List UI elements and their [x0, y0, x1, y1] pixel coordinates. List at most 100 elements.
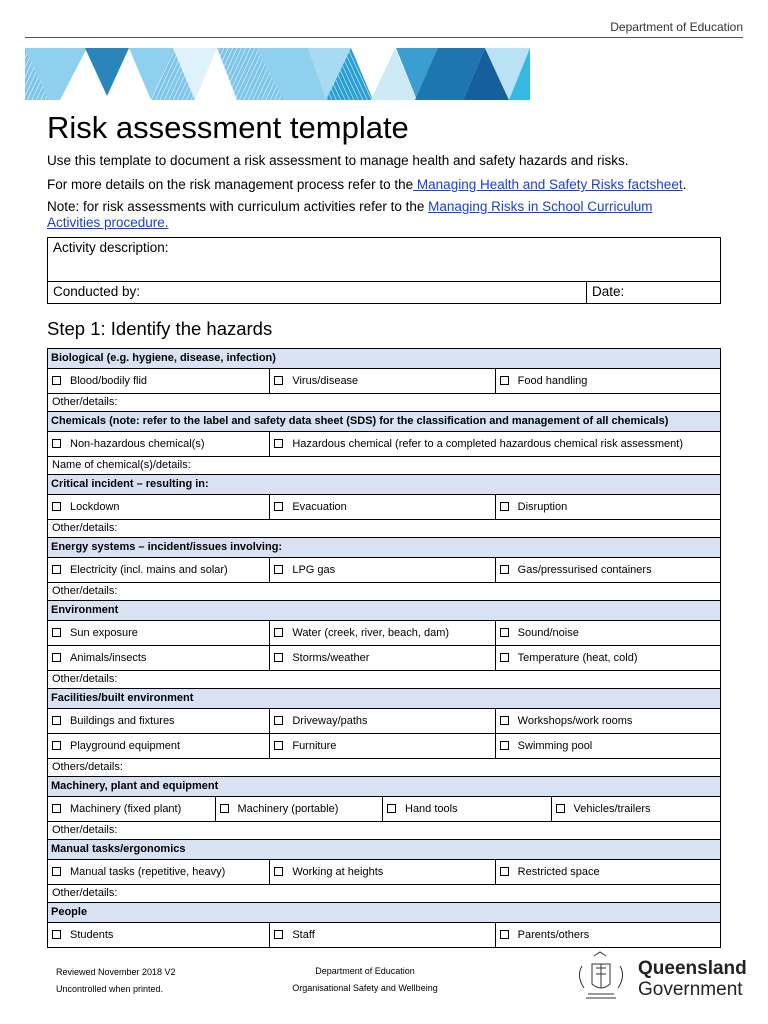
checkbox-option[interactable]: Buildings and fixtures: [48, 709, 271, 733]
checkbox-option[interactable]: Manual tasks (repetitive, heavy): [48, 860, 271, 884]
intro-text: Use this template to document a risk ass…: [47, 153, 629, 168]
curriculum-procedure-link[interactable]: Managing Risks in School Curriculum Acti…: [47, 199, 653, 230]
checkbox[interactable]: [52, 565, 61, 574]
section-header: Biological (e.g. hygiene, disease, infec…: [48, 349, 720, 369]
checkbox-label: Sound/noise: [517, 627, 579, 639]
checkbox-option[interactable]: Water (creek, river, beach, dam): [270, 621, 496, 645]
date-field[interactable]: Date:: [587, 282, 629, 304]
checkbox[interactable]: [499, 716, 509, 725]
details-field[interactable]: Other/details:: [48, 583, 720, 601]
checkbox[interactable]: [52, 716, 61, 725]
checkbox[interactable]: [274, 716, 284, 725]
details-field[interactable]: Other/details:: [48, 885, 720, 903]
checkbox-option[interactable]: Disruption: [496, 495, 720, 519]
checkbox-option[interactable]: Vehicles/trailers: [552, 797, 721, 821]
checkbox-option[interactable]: Hazardous chemical (refer to a completed…: [270, 432, 720, 456]
intro-details: For more details on the risk management …: [47, 177, 686, 193]
checkbox-option[interactable]: Furniture: [270, 734, 496, 758]
checkbox-option[interactable]: Food handling: [496, 369, 720, 393]
checkbox-option[interactable]: Hand tools: [383, 797, 552, 821]
details-field[interactable]: Name of chemical(s)/details:: [48, 457, 720, 475]
details-field[interactable]: Other/details:: [48, 520, 720, 538]
checkbox[interactable]: [499, 502, 509, 511]
checkbox-option[interactable]: Lockdown: [48, 495, 271, 519]
details-field[interactable]: Others/details:: [48, 759, 720, 777]
checkbox[interactable]: [274, 930, 284, 939]
activity-description-label: Activity description:: [53, 240, 169, 255]
checkbox[interactable]: [274, 376, 284, 385]
section-header: Chemicals (note: refer to the label and …: [48, 412, 720, 432]
checkbox-label: Blood/bodily flid: [70, 375, 148, 387]
checkbox[interactable]: [499, 930, 509, 939]
checkbox-label: Virus/disease: [292, 375, 359, 387]
checkbox-option[interactable]: Sun exposure: [48, 621, 271, 645]
checkbox-option[interactable]: Machinery (fixed plant): [48, 797, 216, 821]
checkbox[interactable]: [274, 628, 284, 637]
checkbox-option[interactable]: Staff: [270, 923, 496, 947]
checkbox-option[interactable]: Electricity (incl. mains and solar): [48, 558, 271, 582]
checkbox[interactable]: [555, 804, 565, 813]
checkbox[interactable]: [52, 804, 61, 813]
checkbox[interactable]: [499, 376, 509, 385]
checkbox-option[interactable]: Swimming pool: [496, 734, 720, 758]
checkbox[interactable]: [499, 653, 509, 662]
checkbox-option[interactable]: Temperature (heat, cold): [496, 646, 720, 670]
checkbox[interactable]: [499, 565, 509, 574]
checkbox[interactable]: [52, 376, 61, 385]
checkbox[interactable]: [274, 502, 284, 511]
checkbox-option[interactable]: Evacuation: [270, 495, 496, 519]
details-field[interactable]: Other/details:: [48, 394, 720, 412]
checkbox[interactable]: [52, 439, 61, 448]
checkbox[interactable]: [52, 502, 61, 511]
checkbox-option[interactable]: Gas/pressurised containers: [496, 558, 720, 582]
checkbox-option[interactable]: Animals/insects: [48, 646, 271, 670]
checkbox-option[interactable]: Restricted space: [496, 860, 720, 884]
checkbox-option[interactable]: Machinery (portable): [216, 797, 383, 821]
checkbox[interactable]: [52, 741, 61, 750]
details-field[interactable]: Other/details:: [48, 671, 720, 689]
checkbox[interactable]: [274, 565, 284, 574]
checkbox-option[interactable]: LPG gas: [270, 558, 496, 582]
checkbox-option[interactable]: Workshops/work rooms: [496, 709, 720, 733]
reviewed-text: Reviewed November 2018 V2: [56, 967, 176, 977]
checkbox-option[interactable]: Driveway/paths: [270, 709, 496, 733]
checkbox[interactable]: [387, 804, 396, 813]
checkbox-label: Furniture: [292, 740, 337, 752]
checkbox[interactable]: [52, 867, 61, 876]
checkbox[interactable]: [499, 628, 509, 637]
checkbox-row: Blood/bodily flid Virus/disease Food handl…: [48, 369, 720, 394]
activity-description-field[interactable]: Activity description:: [48, 238, 720, 282]
factsheet-link[interactable]: Managing Health and Safety Risks factshe…: [413, 177, 683, 192]
checkbox[interactable]: [52, 653, 61, 662]
conducted-by-field[interactable]: Conducted by:: [48, 282, 587, 304]
checkbox-label: Sun exposure: [70, 627, 138, 639]
checkbox[interactable]: [499, 867, 509, 876]
checkbox[interactable]: [274, 867, 284, 876]
checkbox-label: Driveway/paths: [292, 715, 368, 727]
section-header: People: [48, 903, 720, 923]
checkbox-option[interactable]: Non-hazardous chemical(s): [48, 432, 271, 456]
checkbox-option[interactable]: Storms/weather: [270, 646, 496, 670]
checkbox-option[interactable]: Parents/others: [496, 923, 720, 947]
footer-center: Department of Education Organisational S…: [270, 963, 460, 997]
checkbox[interactable]: [499, 741, 509, 750]
checkbox-option[interactable]: Sound/noise: [496, 621, 720, 645]
checkbox-label: Vehicles/trailers: [573, 803, 651, 815]
checkbox-label: LPG gas: [292, 564, 336, 576]
checkbox-label: Disruption: [517, 501, 568, 513]
checkbox[interactable]: [219, 804, 229, 813]
checkbox-option[interactable]: Blood/bodily flid: [48, 369, 271, 393]
decorative-banner: [25, 48, 530, 100]
checkbox[interactable]: [274, 741, 284, 750]
details-field[interactable]: Other/details:: [48, 822, 720, 840]
checkbox-option[interactable]: Students: [48, 923, 271, 947]
section-header: Manual tasks/ergonomics: [48, 840, 720, 860]
checkbox[interactable]: [274, 653, 284, 662]
logo-government: Government: [638, 979, 743, 1000]
checkbox[interactable]: [52, 930, 61, 939]
checkbox-option[interactable]: Playground equipment: [48, 734, 271, 758]
checkbox-option[interactable]: Working at heights: [270, 860, 496, 884]
checkbox[interactable]: [52, 628, 61, 637]
checkbox-option[interactable]: Virus/disease: [270, 369, 496, 393]
checkbox[interactable]: [274, 439, 284, 448]
